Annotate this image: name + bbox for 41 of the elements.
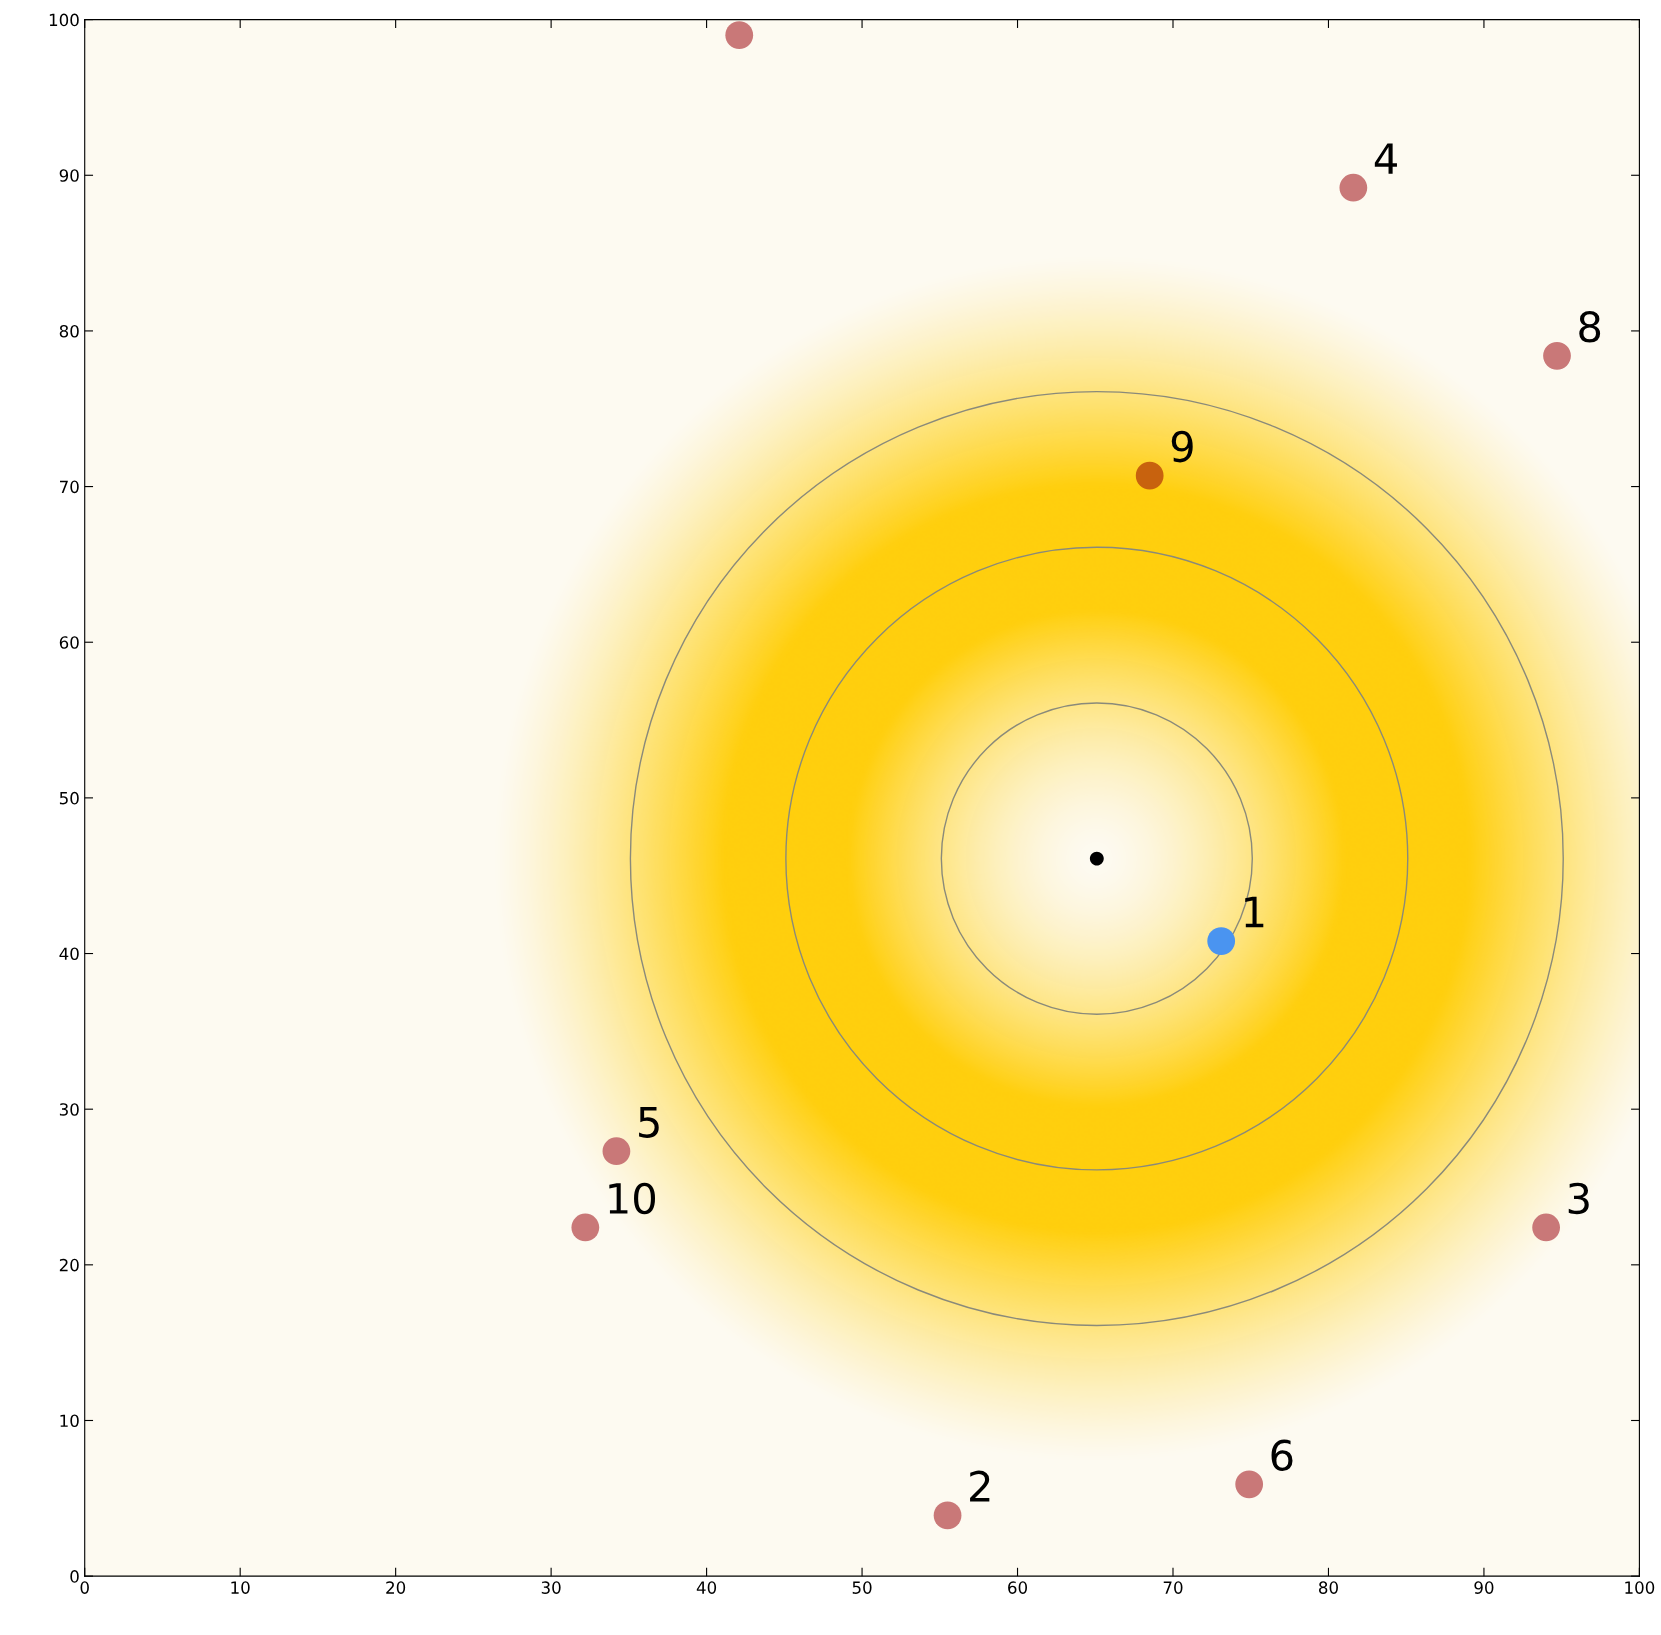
point bbox=[1532, 1213, 1561, 1242]
point bbox=[1543, 341, 1571, 370]
x-tick-label: 0 bbox=[80, 1581, 89, 1594]
x-tick-label: 40 bbox=[696, 1581, 717, 1594]
y-tick-label: 20 bbox=[59, 1258, 79, 1272]
y-tick-label: 10 bbox=[60, 1414, 79, 1428]
x-tick-label: 100 bbox=[1625, 1581, 1655, 1594]
x-tick-label: 30 bbox=[541, 1581, 561, 1594]
x-tick-label: 60 bbox=[1008, 1581, 1028, 1594]
x-tick-label: 10 bbox=[231, 1581, 250, 1594]
annotation: 1 bbox=[1245, 896, 1264, 928]
y-tick-label: 60 bbox=[59, 636, 79, 649]
y-tick-label: 40 bbox=[59, 947, 79, 961]
y-tick-label: 30 bbox=[59, 1103, 79, 1116]
x-tick-label: 80 bbox=[1318, 1581, 1338, 1594]
y-tick-label: 100 bbox=[49, 13, 79, 27]
point bbox=[725, 21, 754, 50]
y-tick-label: 90 bbox=[59, 169, 79, 182]
annotation: 3 bbox=[1568, 1182, 1589, 1215]
point bbox=[602, 1137, 631, 1166]
annotation: 2 bbox=[970, 1470, 990, 1502]
point bbox=[933, 1501, 962, 1530]
x-tick-label: 70 bbox=[1163, 1581, 1183, 1594]
point bbox=[1135, 461, 1164, 490]
annotation: 4 bbox=[1374, 143, 1397, 174]
point bbox=[1207, 927, 1236, 955]
annotation: 5 bbox=[639, 1106, 659, 1138]
y-tick-label: 50 bbox=[59, 791, 79, 805]
annotation: 6 bbox=[1271, 1439, 1293, 1472]
annotation: 8 bbox=[1579, 311, 1601, 343]
x-tick-label: 50 bbox=[852, 1581, 872, 1594]
y-tick-label: 80 bbox=[59, 324, 79, 338]
y-tick-label: 70 bbox=[60, 480, 79, 494]
x-tick-label: 20 bbox=[386, 1581, 406, 1594]
y-tick-label: 0 bbox=[70, 1570, 79, 1583]
annotation: 10 bbox=[609, 1182, 656, 1215]
point bbox=[571, 1213, 600, 1242]
annotation: 9 bbox=[1171, 430, 1193, 463]
x-tick-label: 90 bbox=[1474, 1581, 1494, 1594]
point bbox=[1235, 1470, 1264, 1499]
point bbox=[1339, 173, 1368, 202]
